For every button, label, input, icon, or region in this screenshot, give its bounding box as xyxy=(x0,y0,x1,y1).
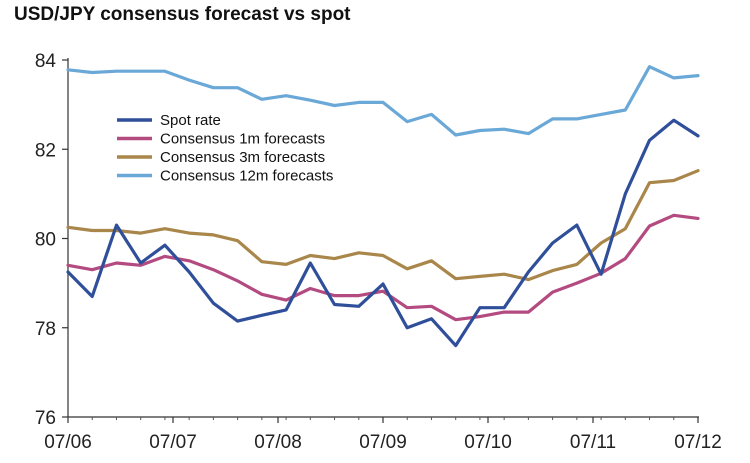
x-tick-label: 07/11 xyxy=(570,432,616,453)
legend-label: Consensus 1m forecasts xyxy=(160,131,325,148)
x-tick-label: 07/08 xyxy=(254,432,302,453)
legend-label: Spot rate xyxy=(160,112,221,129)
legend-label: Consensus 12m forecasts xyxy=(160,168,333,185)
legend-label: Consensus 3m forecasts xyxy=(160,149,325,166)
x-tick-label: 07/09 xyxy=(359,432,407,453)
series-line-consensus-12m-forecasts xyxy=(66,65,700,137)
y-tick-label: 76 xyxy=(35,408,56,429)
axes: 76 78 80 82 84 07/06 07/07 07/08 07/09 07/10 07/11… xyxy=(35,51,722,453)
series-line-consensus-3m-forecasts xyxy=(66,169,700,282)
x-tick-label: 07/12 xyxy=(674,432,722,453)
chart-title: USD/JPY consensus forecast vs spot xyxy=(14,4,351,25)
y-tick-label: 78 xyxy=(35,319,56,340)
x-tick-label: 07/06 xyxy=(44,432,92,453)
x-tick-label: 07/10 xyxy=(464,432,512,453)
y-tick-label: 82 xyxy=(35,140,56,161)
series-line-consensus-1m-forecasts xyxy=(66,213,700,322)
series-line-spot-rate xyxy=(66,118,700,348)
y-tick-label: 84 xyxy=(35,51,57,72)
y-tick-label: 80 xyxy=(35,230,56,251)
series-lines xyxy=(66,65,700,348)
x-tick-label: 07/07 xyxy=(149,432,197,453)
